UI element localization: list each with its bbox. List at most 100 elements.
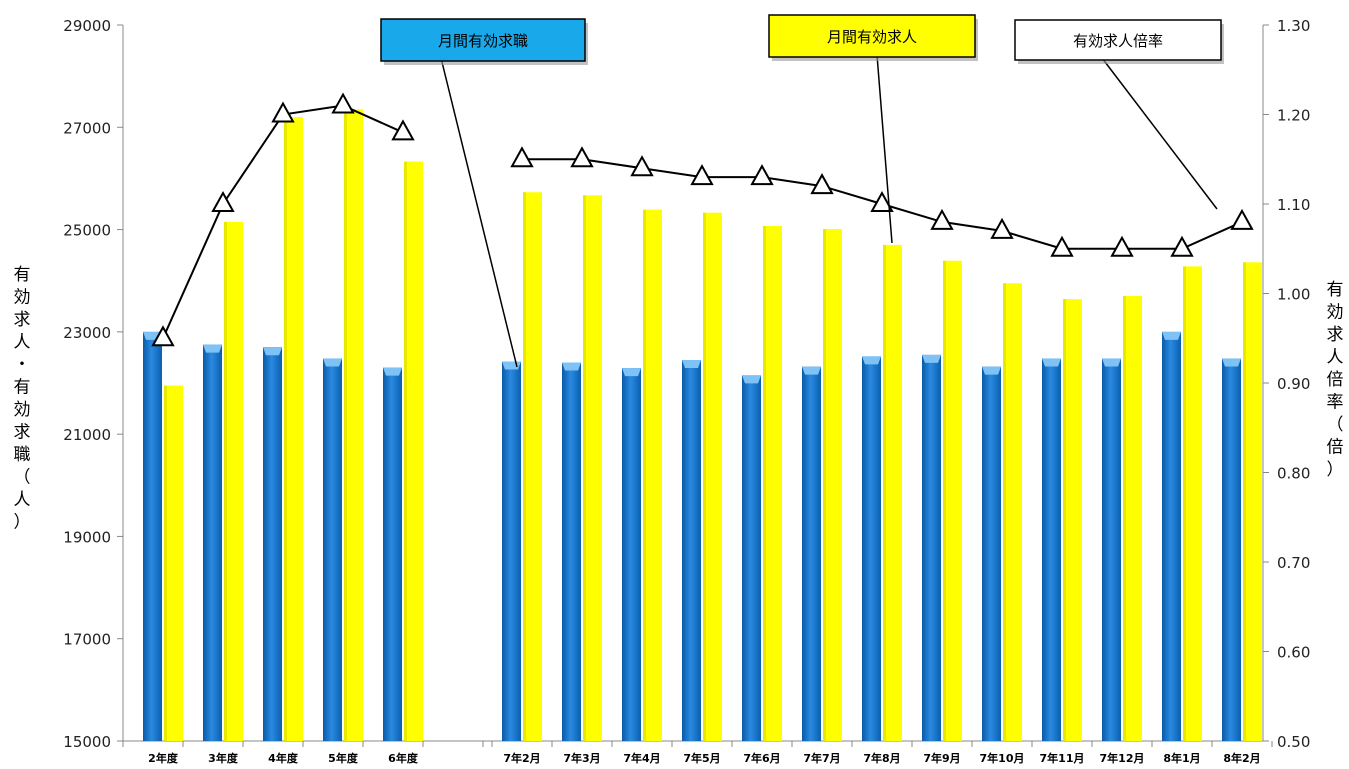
- bar-job-offers: [523, 192, 542, 742]
- x-category-label: 3年度: [208, 751, 239, 765]
- x-category-label: 7年9月: [923, 751, 960, 765]
- bar-job-seekers-bevel: [622, 368, 641, 377]
- callout-leader-line: [1101, 57, 1218, 210]
- ratio-marker: [1170, 235, 1194, 257]
- left-tick-label: 29000: [63, 17, 111, 35]
- bar-job-offers-edge: [823, 229, 826, 741]
- bar-job-seekers-bevel: [502, 361, 521, 370]
- x-category-label: 8年2月: [1223, 751, 1260, 765]
- ratio-marker: [331, 92, 355, 114]
- bar-job-seekers-bevel: [982, 366, 1001, 375]
- left-axis-title-char: 求: [14, 310, 31, 330]
- bar-job-seekers: [742, 375, 761, 741]
- bar-job-offers: [943, 260, 962, 741]
- bar-job-seekers-bevel: [263, 347, 282, 356]
- bar-job-seekers: [502, 361, 521, 741]
- bar-job-seekers: [1222, 358, 1241, 741]
- bar-job-seekers: [562, 362, 581, 741]
- legend-callout-label: 月間有効求職: [438, 32, 528, 50]
- bar-job-offers-edge: [1183, 266, 1186, 741]
- bar-job-seekers-bevel: [742, 375, 761, 384]
- bar-job-seekers: [1102, 358, 1121, 741]
- left-axis-title-char: 効: [14, 288, 31, 308]
- bar-job-seekers: [263, 347, 282, 741]
- bar-job-offers-edge: [164, 385, 167, 741]
- right-tick-label: 0.70: [1277, 554, 1310, 572]
- x-category-label: 7年2月: [503, 751, 540, 765]
- left-axis-title-char: 求: [14, 423, 31, 443]
- x-category-label: 7年5月: [683, 751, 720, 765]
- bar-job-offers-edge: [643, 209, 646, 741]
- bar-job-offers-edge: [1003, 283, 1006, 741]
- ratio-marker: [750, 164, 774, 186]
- callout-leader-line: [876, 54, 893, 244]
- x-category-label: 5年度: [328, 751, 359, 765]
- right-axis-title-char: 効: [1327, 303, 1344, 323]
- ratio-marker: [510, 146, 534, 168]
- bar-job-seekers: [323, 358, 342, 741]
- ratio-marker: [1230, 208, 1254, 230]
- bar-job-offers: [1183, 266, 1202, 741]
- bar-job-offers-edge: [943, 260, 946, 741]
- bar-job-offers-edge: [1123, 296, 1126, 741]
- left-axis-title-char: ・: [14, 355, 31, 375]
- bar-job-offers-edge: [763, 225, 766, 741]
- right-axis-title-char: 倍: [1327, 438, 1344, 458]
- bar-job-offers-edge: [224, 221, 227, 741]
- bar-job-seekers-bevel: [1222, 358, 1241, 367]
- ratio-marker: [1110, 235, 1134, 257]
- legend-callout-label: 有効求人倍率: [1073, 32, 1163, 50]
- left-axis-title-char: 有: [14, 265, 31, 285]
- bar-job-offers-edge: [284, 117, 287, 742]
- ratio-line-annual: [162, 104, 404, 339]
- x-category-label: 7年12月: [1100, 751, 1145, 765]
- bar-job-seekers: [622, 368, 641, 741]
- right-axis-title-char: ）: [1327, 460, 1344, 480]
- ratio-marker: [271, 101, 295, 123]
- bar-job-offers: [703, 212, 722, 742]
- bar-job-seekers: [383, 367, 402, 741]
- bar-job-offers-edge: [344, 109, 347, 741]
- ratio-marker: [630, 155, 654, 177]
- bar-job-offers-edge: [404, 161, 407, 742]
- bar-job-seekers-bevel: [682, 359, 701, 368]
- x-category-label: 6年度: [388, 751, 419, 765]
- legend-callout-box: [380, 18, 586, 62]
- bar-job-offers: [404, 161, 423, 742]
- left-tick-label: 21000: [63, 426, 111, 444]
- bar-job-seekers-bevel: [323, 358, 342, 367]
- ratio-marker: [391, 119, 415, 141]
- bar-job-seekers-bevel: [1102, 358, 1121, 367]
- ratio-marker: [570, 146, 594, 168]
- bar-job-seekers: [1042, 358, 1061, 741]
- right-tick-label: 1.30: [1277, 17, 1310, 35]
- ratio-marker: [810, 173, 834, 195]
- bar-job-offers: [763, 225, 782, 741]
- bar-job-offers: [284, 117, 303, 742]
- bar-job-seekers-bevel: [922, 354, 941, 363]
- right-tick-label: 0.60: [1277, 644, 1310, 662]
- ratio-marker: [690, 164, 714, 186]
- x-category-label: 7年10月: [980, 751, 1025, 765]
- bar-job-offers-edge: [703, 212, 706, 742]
- bar-job-offers: [164, 385, 183, 741]
- bar-job-seekers-bevel: [802, 366, 821, 375]
- left-axis-title-char: 人: [14, 490, 31, 510]
- left-tick-label: 23000: [63, 324, 111, 342]
- left-tick-label: 15000: [63, 733, 111, 751]
- bar-job-seekers-bevel: [1162, 331, 1181, 340]
- bar-job-seekers: [862, 356, 881, 741]
- bar-job-offers: [1063, 299, 1082, 741]
- bar-job-seekers-bevel: [1042, 358, 1061, 367]
- right-tick-label: 0.50: [1277, 733, 1310, 751]
- ratio-marker: [870, 190, 894, 212]
- bar-job-seekers: [1162, 331, 1181, 741]
- right-axis-title-char: 倍: [1327, 370, 1344, 390]
- bar-job-offers-edge: [523, 192, 526, 742]
- bar-job-offers: [1243, 262, 1262, 741]
- bar-job-seekers: [982, 366, 1001, 741]
- bar-job-offers: [1003, 283, 1022, 741]
- left-axis-title-char: 人: [14, 333, 31, 353]
- x-category-label: 7年6月: [743, 751, 780, 765]
